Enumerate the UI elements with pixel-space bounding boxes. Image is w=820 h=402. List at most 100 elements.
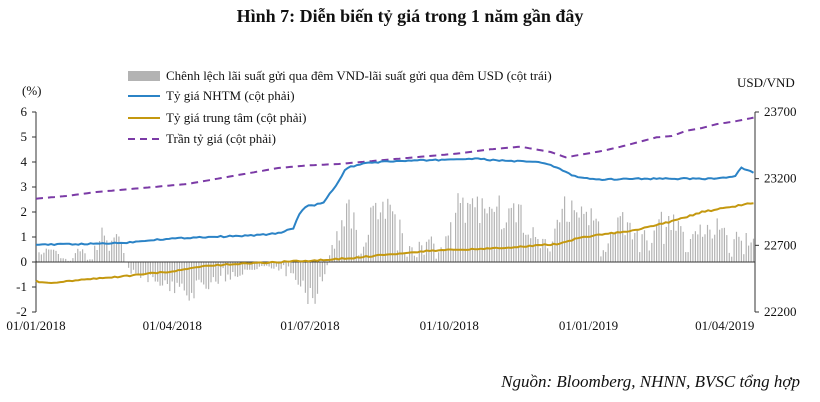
spread-bar [367,234,369,262]
spread-bar [469,204,471,262]
legend-swatch-spread [128,71,160,81]
spread-bar [164,262,166,281]
spread-bar [689,239,692,262]
spread-bar [680,226,682,262]
ceiling-rate-line [35,116,754,200]
spread-bar [348,199,350,262]
spread-bar [496,206,498,262]
spread-bar [697,234,699,262]
spread-bar [544,239,546,262]
spread-bar [312,262,314,299]
spread-bar [421,245,423,262]
x-tick-label: 01/01/2019 [559,318,618,333]
spread-bar [634,232,636,262]
spread-bar [452,250,454,262]
spread-bar [246,262,248,270]
spread-bar [210,262,212,283]
spread-bar [145,262,147,275]
spread-bar [154,262,156,282]
spread-bar [79,251,81,262]
spread-bar [709,229,711,262]
spread-bar [48,249,50,262]
spread-bar [399,219,401,262]
spread-bar [723,227,725,262]
spread-bar [721,228,723,262]
spread-bar [576,212,578,262]
x-tick-label: 01/01/2018 [6,318,65,333]
spread-bar [396,250,399,262]
spread-bar [651,242,653,262]
spread-bar [343,226,345,262]
spread-bar [149,262,151,275]
spread-bar [450,222,452,262]
spread-bar [94,245,96,262]
spread-bar [743,254,745,262]
spread-bar [152,262,154,278]
spread-bar [302,262,304,281]
spread-bar [605,251,607,262]
spread-bar [300,262,302,287]
spread-bar [261,262,263,266]
spread-bar [711,238,713,262]
spread-bar [249,262,251,270]
spread-bar [72,258,74,262]
spread-bar [530,238,532,262]
spread-bar [646,240,648,262]
right-tick-label: 22700 [764,237,797,252]
spread-bar [411,247,413,262]
spread-bar [174,262,176,294]
left-tick-label: 5 [21,129,28,144]
spread-bar [457,193,459,262]
spread-bar [607,243,609,262]
spread-bar [455,212,457,262]
spread-bar [498,195,500,262]
spread-bar [229,262,231,280]
spread-bar [486,213,488,262]
spread-bar [479,223,481,262]
figure-title: Hình 7: Diễn biến tỷ giá trong 1 năm gần… [236,6,584,26]
x-axis-ticks: 01/01/2018 01/04/2018 01/07/2018 01/10/2018… [6,318,754,333]
spread-bar [118,236,120,262]
spread-bar [745,233,747,262]
spread-bar [188,262,190,301]
spread-bar [157,262,159,282]
spread-bar [641,234,643,262]
spread-bar [108,250,110,262]
spread-bar [295,262,297,280]
spread-bar [631,239,633,262]
spread-bar [549,251,551,262]
spread-bar [208,262,210,290]
spread-bar [617,217,619,262]
spread-bar [297,262,299,285]
spread-bar [476,196,478,262]
spread-bar [682,231,684,262]
spread-bar [731,256,733,262]
spread-bar [212,262,214,278]
left-tick-label: 1 [21,229,28,244]
spread-bar [36,260,38,262]
spread-bar [719,229,721,262]
spread-bar [687,252,689,262]
spread-bar [387,198,389,262]
commercial-bank-rate-line [36,157,754,247]
legend-label-nhtm: Tỷ giá NHTM (cột phải) [166,88,295,103]
spread-bar [268,262,270,267]
spread-bar [416,257,418,262]
spread-bar [316,262,319,294]
spread-bar [619,216,621,262]
spread-bar [273,262,275,269]
spread-bar [539,248,541,262]
spread-bar [50,249,52,262]
spread-bar [137,262,139,274]
spread-bar [43,252,45,262]
left-axis-ticks: 6 5 4 3 2 1 0 -1 -2 [16,104,36,319]
right-axis-label: USD/VND [737,75,795,90]
spread-bar [336,231,338,262]
spread-bar [147,262,149,283]
spread-bar [520,204,522,262]
spread-bar [128,262,130,268]
spread-bar [195,262,197,281]
central-rate-line [35,202,754,285]
spread-bar [314,262,316,304]
